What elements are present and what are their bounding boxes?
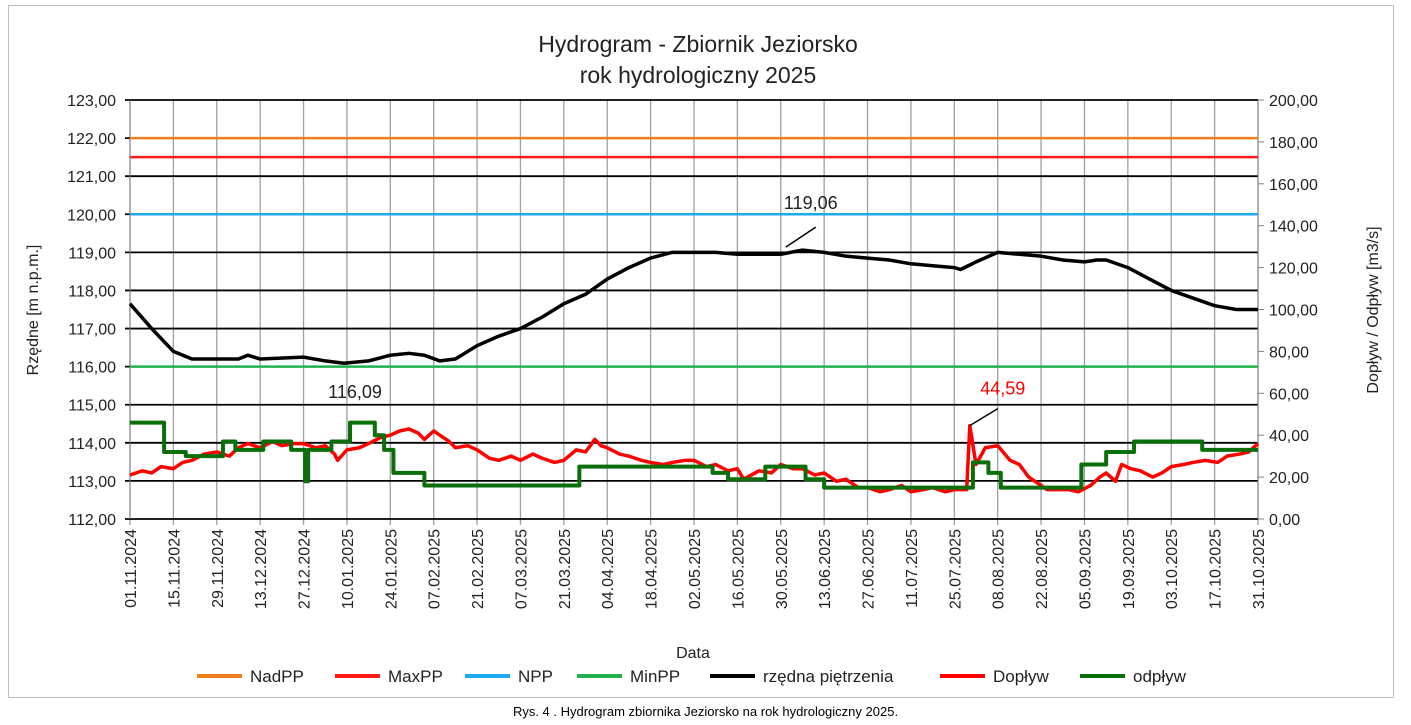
- y2-axis-title: Dopływ / Odpływ [m3/s]: [1365, 226, 1382, 393]
- x-tick-label: 21.02.2025: [470, 529, 487, 609]
- y-tick-label: 114,00: [68, 436, 116, 453]
- x-tick-label: 01.11.2024: [123, 529, 140, 608]
- y2-tick-label: 100,00: [1269, 303, 1318, 320]
- hydrograph-chart: Hydrogram - Zbiornik Jeziorsko rok hydrol…: [25, 31, 1382, 686]
- x-tick-label: 10.01.2025: [340, 529, 357, 609]
- y-tick-label: 115,00: [68, 398, 116, 415]
- y2-tick-label: 180,00: [1269, 135, 1318, 152]
- y-tick-label: 119,00: [68, 245, 116, 262]
- x-tick-label: 21.03.2025: [557, 529, 574, 609]
- y2-tick-label: 40,00: [1269, 428, 1309, 445]
- y2-tick-label: 0,00: [1269, 512, 1300, 529]
- legend-label: MaxPP: [388, 667, 443, 686]
- annotation-label: 116,09: [328, 382, 382, 402]
- x-tick-label: 17.10.2025: [1208, 529, 1225, 609]
- x-tick-label: 15.11.2024: [166, 529, 183, 608]
- y2-tick-label: 20,00: [1269, 470, 1309, 487]
- x-tick-label: 08.08.2025: [991, 529, 1008, 609]
- y-tick-label: 120,00: [67, 207, 116, 224]
- chart-subtitle: rok hydrologiczny 2025: [580, 62, 817, 88]
- figure-caption: Rys. 4 . Hydrogram zbiornika Jeziorsko n…: [512, 704, 899, 719]
- annotation-leader: [969, 407, 999, 427]
- x-tick-label: 31.10.2025: [1251, 529, 1268, 609]
- x-tick-label: 27.12.2024: [297, 529, 314, 609]
- x-tick-label: 03.10.2025: [1164, 529, 1181, 609]
- x-tick-label: 18.04.2025: [644, 529, 661, 609]
- y2-tick-label: 80,00: [1269, 344, 1309, 361]
- y2-tick-label: 140,00: [1269, 219, 1318, 236]
- x-tick-label: 19.09.2025: [1121, 529, 1138, 609]
- y-tick-label: 122,00: [67, 131, 116, 148]
- x-tick-label: 29.11.2024: [210, 529, 227, 608]
- legend-label: NadPP: [250, 667, 304, 686]
- annotation-label: 119,06: [784, 193, 838, 213]
- x-tick-label: 30.05.2025: [774, 529, 791, 609]
- legend-label: odpływ: [1133, 667, 1187, 686]
- annotation-label: 44,59: [980, 379, 1025, 399]
- x-tick-label: 25.07.2025: [947, 529, 964, 609]
- series-rz-dna-pi-trzenia-line: [128, 248, 1258, 365]
- x-tick-label: 16.05.2025: [730, 529, 747, 609]
- y-tick-label: 116,00: [68, 360, 116, 377]
- x-axis-title: Data: [676, 645, 710, 662]
- y-tick-label: 112,00: [68, 512, 116, 529]
- x-tick-label: 24.01.2025: [383, 529, 400, 609]
- x-tick-label: 27.06.2025: [861, 529, 878, 609]
- x-tick-label: 04.04.2025: [600, 529, 617, 609]
- y2-tick-label: 200,00: [1269, 93, 1318, 110]
- y-tick-label: 123,00: [67, 93, 116, 110]
- x-tick-label: 22.08.2025: [1034, 529, 1051, 609]
- x-tick-label: 11.07.2025: [904, 529, 921, 608]
- y-tick-label: 121,00: [67, 169, 116, 186]
- x-tick-label: 07.03.2025: [513, 529, 530, 609]
- chart-frame: [8, 5, 1394, 698]
- x-tick-label: 02.05.2025: [687, 529, 704, 609]
- y-tick-label: 118,00: [68, 283, 116, 300]
- legend-label: rzędna piętrzenia: [763, 667, 894, 686]
- annotation-leader: [785, 226, 817, 248]
- y-tick-label: 113,00: [68, 474, 116, 491]
- x-tick-label: 07.02.2025: [427, 529, 444, 609]
- legend-label: Dopływ: [993, 667, 1049, 686]
- y-tick-label: 117,00: [68, 322, 116, 339]
- y2-tick-label: 160,00: [1269, 177, 1318, 194]
- series-odp-yw-line: [130, 420, 1258, 490]
- legend-label: NPP: [518, 667, 553, 686]
- x-tick-label: 13.06.2025: [817, 529, 834, 609]
- y-axis-title: Rzędne [m n.p.m.]: [25, 245, 42, 376]
- y2-tick-label: 120,00: [1269, 261, 1318, 278]
- chart-title: Hydrogram - Zbiornik Jeziorsko: [538, 31, 858, 57]
- y2-tick-label: 60,00: [1269, 386, 1309, 403]
- x-tick-label: 13.12.2024: [253, 529, 270, 609]
- legend-label: MinPP: [630, 667, 680, 686]
- x-tick-label: 05.09.2025: [1077, 529, 1094, 609]
